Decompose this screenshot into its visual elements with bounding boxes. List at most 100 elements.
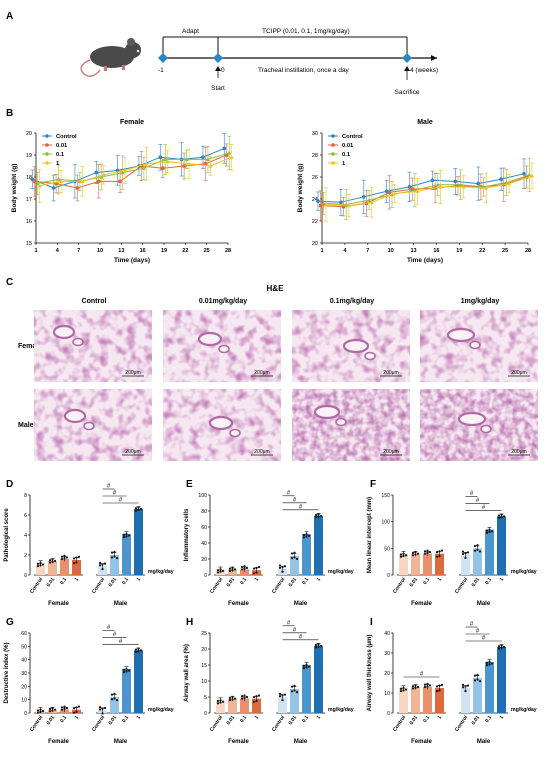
he-scale-label: 200μm <box>125 449 140 455</box>
x-axis-label: Time (days) <box>407 257 443 264</box>
he-col-01: 0.1mg/kg/day <box>330 298 374 305</box>
treatment-label: TCIPP (0.01, 0.1, 1mg/kg/day) <box>262 28 350 35</box>
bar-dot <box>231 566 234 569</box>
bar-dot <box>110 698 114 701</box>
destructive-index-chart: 0 10 20 30 40 50 60 Destructive index (%) Contro… <box>4 625 174 745</box>
bar-dot <box>63 707 66 710</box>
x-tick-label: 10 <box>97 248 103 254</box>
bar-dot <box>293 551 296 554</box>
category-label: Control <box>271 576 286 595</box>
data-point <box>456 184 460 188</box>
data-point <box>225 153 229 157</box>
y-tick-label: 0 <box>387 711 390 717</box>
he-airway <box>446 327 476 343</box>
data-point <box>229 155 234 159</box>
y-tick-label: 16 <box>26 219 32 225</box>
bar-dot <box>51 707 54 710</box>
series-line <box>320 176 527 208</box>
bar <box>314 515 323 575</box>
bar-dot <box>39 708 42 711</box>
bar-dot <box>290 557 294 560</box>
y-axis-label: Inflammatory cells <box>184 508 190 561</box>
data-point <box>182 164 186 168</box>
bar-dot <box>314 513 318 517</box>
bar-dot <box>423 552 427 555</box>
group-label: Male <box>114 601 128 607</box>
bar-dot <box>500 516 503 519</box>
mean-linear-intercept-chart: 0 50 100 150 Mean linear intercept (mm) Contr… <box>367 491 537 607</box>
x-tick-label: 13 <box>410 248 416 254</box>
group-label: Male <box>294 601 308 607</box>
bar-dot <box>63 705 66 708</box>
x-tick-label: 7 <box>366 248 369 254</box>
bar-dot <box>485 661 489 664</box>
bar-dot <box>228 567 232 570</box>
y-tick-label: 40 <box>21 658 27 664</box>
airway-wall-thickness-chart: 0 10 20 30 40 Airway wall thickness (μm) Contr… <box>367 622 537 746</box>
legend-label: 0.01 <box>342 143 354 149</box>
bar-dot <box>399 553 403 556</box>
bar-dot <box>257 565 261 569</box>
y-tick-label: 0 <box>204 573 207 579</box>
he-airway <box>197 331 223 347</box>
bar-dot <box>500 646 503 649</box>
y-tick-label: 30 <box>312 131 318 137</box>
male-weight-chart: Male 20 22 24 26 28 30 1 4 7 10 13 16 19 22 25 28 Time (d… <box>297 119 535 264</box>
bar <box>485 662 494 713</box>
bar <box>110 555 119 575</box>
bar-dot <box>283 565 287 568</box>
bar-dot <box>53 559 57 563</box>
category-label: 1 <box>316 715 323 721</box>
bar-dot <box>290 552 294 555</box>
bar-dot <box>500 644 503 647</box>
y-tick-label: 24 <box>312 197 318 203</box>
he-vessel <box>72 337 84 347</box>
bar-dot <box>255 695 258 698</box>
data-point <box>453 179 458 184</box>
bar-dot <box>497 647 501 650</box>
bar-dot <box>113 697 116 700</box>
bar-dot <box>423 685 427 689</box>
category-label: 0.01 <box>46 715 57 727</box>
bar-dot <box>497 645 501 648</box>
bar <box>122 669 131 713</box>
legend-label: 1 <box>56 161 60 167</box>
bar-dot <box>317 643 320 646</box>
bar-dot <box>278 566 282 569</box>
sig-marker: # <box>113 632 117 638</box>
bar-dot <box>101 568 104 571</box>
data-point <box>324 202 329 207</box>
data-point <box>99 175 104 179</box>
bar-dot <box>63 557 66 560</box>
bar-dot <box>464 690 467 693</box>
bar-dot <box>41 563 45 566</box>
bar-dot <box>490 662 494 665</box>
bar-dot <box>252 700 256 703</box>
category-label: 0.1 <box>301 715 310 724</box>
bar-dot <box>307 534 311 537</box>
bar-dot <box>240 695 244 698</box>
bar-dot <box>302 664 306 667</box>
bar-dot <box>402 689 405 692</box>
group-label: Female <box>48 601 69 607</box>
bar-dot <box>110 693 114 696</box>
he-row-male: Male <box>18 422 34 429</box>
bar-dot <box>488 528 491 531</box>
bar <box>399 688 408 713</box>
adapt-label: Adapt <box>182 28 199 35</box>
x-tick-label: 28 <box>525 248 531 254</box>
bar-dot <box>416 552 420 555</box>
bar-dot <box>255 566 258 569</box>
tick-4-weeks: 4 (weeks) <box>410 67 438 74</box>
bar-dot <box>317 645 320 648</box>
category-label: Control <box>209 714 224 733</box>
bar-dot <box>72 711 76 714</box>
y-tick-label: 20 <box>384 671 390 677</box>
instillation-label: Tracheal instillation, once a day <box>258 67 350 74</box>
sacrifice-label: Sacrifice <box>395 89 420 96</box>
marker-day-minus1 <box>158 53 168 63</box>
bar-dot <box>485 664 489 667</box>
data-point <box>384 189 389 194</box>
sig-marker: # <box>470 622 474 628</box>
